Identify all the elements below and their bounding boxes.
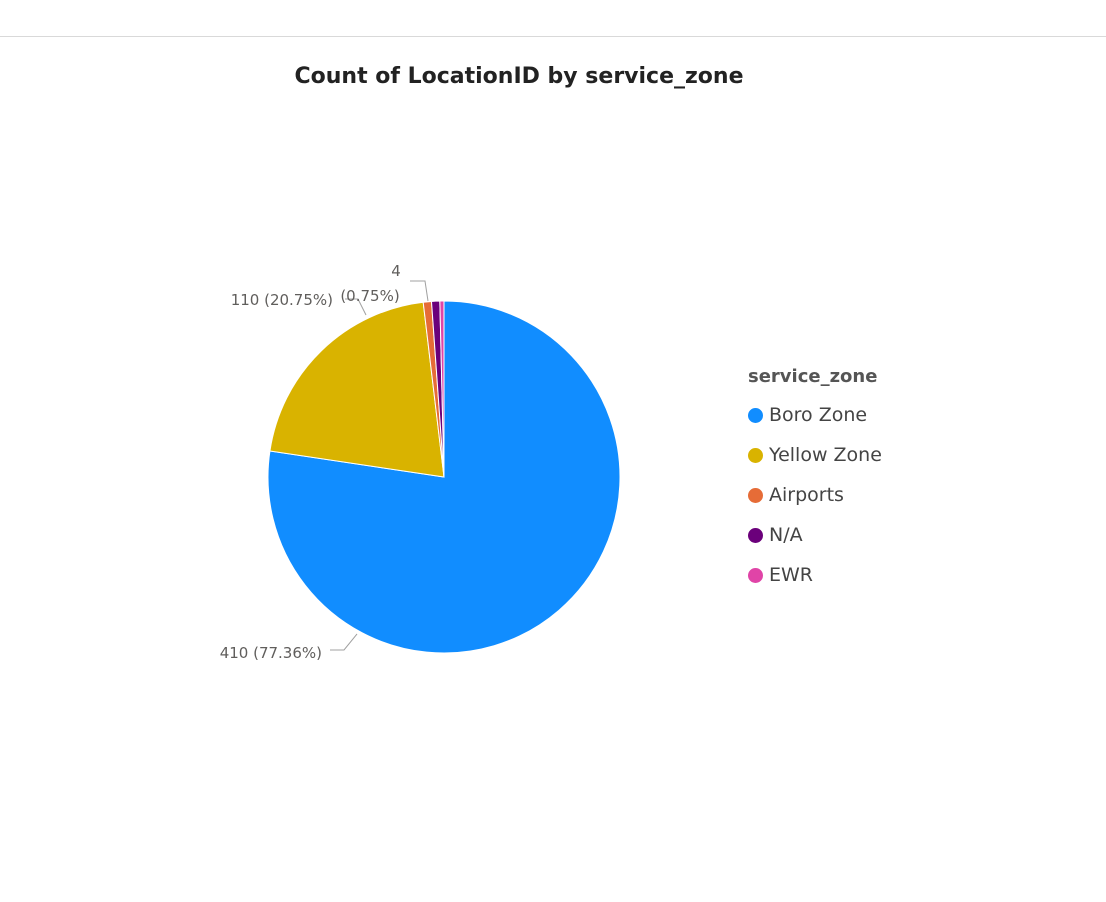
legend-item-airports[interactable]: Airports bbox=[748, 475, 882, 515]
leader-line-small bbox=[410, 280, 429, 302]
legend-marker-yellow-zone bbox=[748, 447, 763, 463]
legend-item-ewr[interactable]: EWR bbox=[748, 555, 882, 595]
legend-label-airports: Airports bbox=[769, 484, 844, 506]
data-label-small-value[interactable]: 4 bbox=[391, 262, 401, 280]
legend-marker-na bbox=[748, 527, 763, 543]
top-divider bbox=[0, 36, 1106, 37]
chart-title: Count of LocationID by service_zone bbox=[294, 64, 744, 89]
legend-label-boro-zone: Boro Zone bbox=[769, 404, 868, 426]
legend-marker-boro-zone bbox=[748, 407, 763, 423]
leader-line-boro bbox=[330, 633, 358, 651]
legend-label-yellow-zone: Yellow Zone bbox=[769, 444, 882, 466]
legend-marker-airports bbox=[748, 487, 763, 503]
data-label-boro-zone[interactable]: 410 (77.36%) bbox=[220, 644, 322, 662]
legend-label-na: N/A bbox=[769, 524, 803, 546]
legend-item-na[interactable]: N/A bbox=[748, 515, 882, 555]
pie-slice-yellow-zone[interactable] bbox=[269, 301, 445, 478]
data-label-yellow-zone[interactable]: 110 (20.75%) bbox=[231, 291, 333, 309]
legend: service_zone Boro Zone Yellow Zone Airpo… bbox=[748, 366, 882, 595]
legend-marker-ewr bbox=[748, 567, 763, 583]
legend-label-ewr: EWR bbox=[769, 564, 813, 586]
legend-item-boro-zone[interactable]: Boro Zone bbox=[748, 395, 882, 435]
pie-slice-ewr[interactable] bbox=[439, 300, 445, 478]
legend-item-yellow-zone[interactable]: Yellow Zone bbox=[748, 435, 882, 475]
legend-title: service_zone bbox=[748, 366, 878, 387]
leader-line-yellow bbox=[345, 298, 367, 316]
data-label-small-percent[interactable]: (0.75%) bbox=[340, 287, 399, 305]
